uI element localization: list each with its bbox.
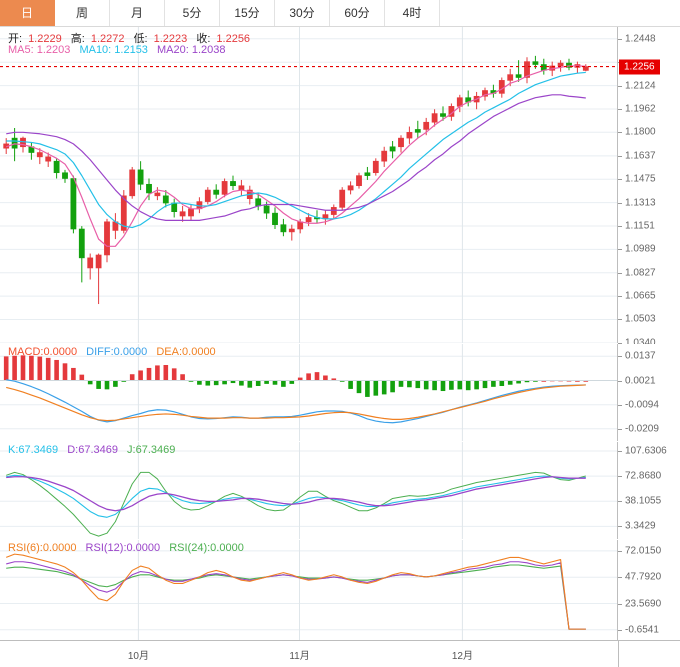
tab-7[interactable]: 4时: [385, 0, 440, 26]
axis-tick: [618, 343, 622, 344]
rsi-axis: 72.0150 47.7920 23.5690 -0.6541: [618, 540, 680, 640]
axis-label: 72.0150: [625, 545, 662, 557]
tab-5[interactable]: 30分: [275, 0, 330, 26]
axis-label: 23.5690: [625, 598, 662, 609]
axis-label: 1.1637: [625, 150, 656, 162]
price-plot-area[interactable]: [0, 27, 618, 343]
axis-label: -0.0209: [625, 423, 659, 435]
axis-label: -0.0094: [625, 399, 659, 411]
axis-tick: [618, 356, 622, 358]
tab-1[interactable]: 周: [55, 0, 110, 26]
axis-label: 1.0340: [625, 337, 656, 349]
axis-label: 1.1962: [625, 103, 656, 115]
axis-label: 1.2448: [625, 33, 656, 45]
axis-tick: [618, 404, 622, 406]
kdj-plot-area[interactable]: [0, 442, 618, 539]
tab-6[interactable]: 60分: [330, 0, 385, 26]
rsi-panel: 72.0150 47.7920 23.5690 -0.6541 RSI(6):0.00…: [0, 540, 680, 640]
rsi-plot-area[interactable]: [0, 540, 618, 640]
axis-tick: [618, 202, 622, 204]
axis-tick: [618, 629, 622, 631]
axis-label: 1.1800: [625, 126, 656, 138]
axis-tick: [618, 155, 622, 157]
tab-4[interactable]: 15分: [220, 0, 275, 26]
axis-label: 38.1055: [625, 495, 662, 507]
axis-label: 1.1475: [625, 173, 656, 185]
macd-panel: 0.0137 0.0021 -0.0094 -0.0209 MACD:0.0000 D…: [0, 344, 680, 441]
axis-label: -0.6541: [625, 624, 659, 636]
axis-label: 1.2124: [625, 80, 656, 92]
axis-label: 3.3429: [625, 520, 656, 532]
axis-label: 1.1313: [625, 197, 656, 209]
date-label-0: 10月: [127, 651, 149, 662]
macd-plot-area[interactable]: [0, 344, 618, 441]
axis-label: 0.0021: [625, 375, 656, 387]
axis-tick: [618, 476, 622, 478]
date-axis-divider: [618, 641, 619, 667]
axis-label: 72.8680: [625, 470, 662, 482]
price-panel: 1.24481.22861.21241.19621.18001.16371.14…: [0, 27, 680, 349]
axis-label: 1.0989: [625, 243, 656, 255]
axis-tick: [618, 249, 622, 251]
timeframe-tabbar: 日周月 5分 15分 30分 60分 4时: [0, 0, 680, 27]
axis-tick: [618, 603, 622, 605]
axis-tick: [618, 132, 622, 134]
current-price-badge: 1.2256: [619, 59, 660, 75]
kdj-axis: 107.6306 72.8680 38.1055 3.3429: [618, 442, 680, 539]
axis-label: 0.0137: [625, 350, 656, 362]
date-label-2: 12月: [451, 651, 473, 662]
axis-tick: [618, 501, 622, 503]
axis-tick: [618, 577, 622, 579]
axis-label: 1.1151: [625, 220, 655, 232]
axis-tick: [618, 380, 622, 382]
axis-tick: [618, 272, 622, 274]
axis-tick: [618, 225, 622, 227]
axis-tick: [618, 428, 622, 430]
macd-axis: 0.0137 0.0021 -0.0094 -0.0209: [618, 344, 680, 441]
axis-tick: [618, 319, 622, 321]
axis-label: 1.0827: [625, 267, 656, 279]
axis-tick: [618, 296, 622, 298]
tab-2[interactable]: 月: [110, 0, 165, 26]
date-axis: 10月 11月 12月: [0, 640, 680, 667]
axis-tick: [618, 450, 622, 452]
kdj-panel: 107.6306 72.8680 38.1055 3.3429 K:67.3469 D…: [0, 442, 680, 539]
axis-label: 107.6306: [625, 445, 667, 457]
tab-0[interactable]: 日: [0, 0, 55, 26]
axis-tick: [618, 108, 622, 110]
axis-label: 47.7920: [625, 571, 662, 583]
axis-tick: [618, 85, 622, 87]
axis-tick: [618, 38, 622, 40]
tab-3[interactable]: 5分: [165, 0, 220, 26]
axis-tick: [618, 550, 622, 552]
price-axis: 1.24481.22861.21241.19621.18001.16371.14…: [618, 27, 680, 349]
axis-label: 1.0665: [625, 290, 656, 302]
axis-tick: [618, 526, 622, 528]
date-label-1: 11月: [289, 651, 310, 662]
axis-tick: [618, 179, 622, 181]
axis-label: 1.0503: [625, 313, 656, 325]
